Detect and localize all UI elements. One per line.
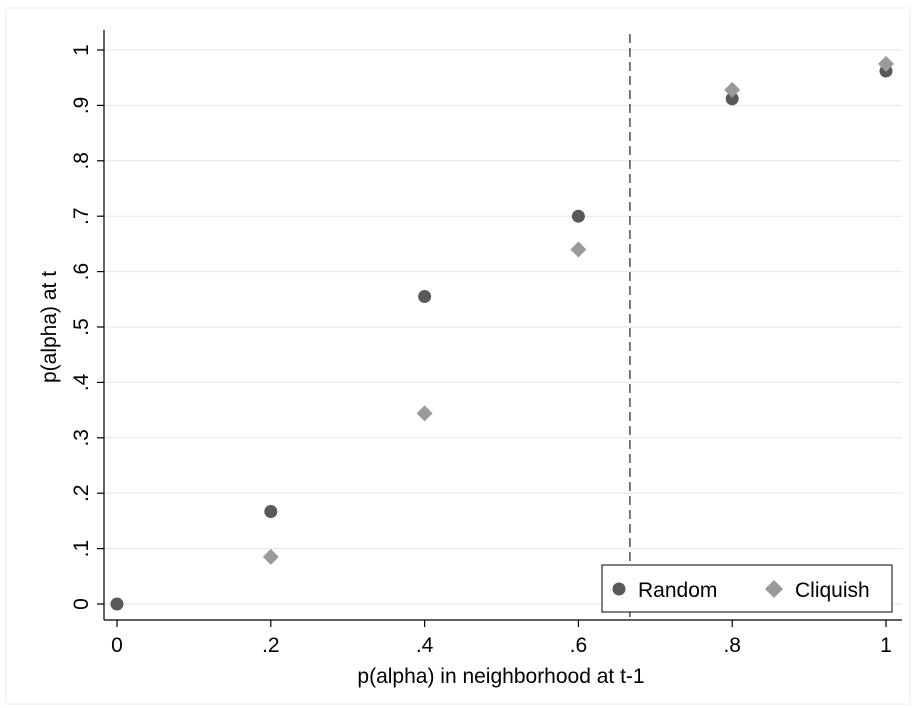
- y-tick-label: .1: [70, 540, 93, 558]
- data-point-random: [571, 209, 585, 223]
- legend-label-cliquish: Cliquish: [795, 579, 870, 602]
- data-point-cliquish: [724, 81, 741, 98]
- y-tick-label: .3: [70, 429, 93, 447]
- data-point-random: [264, 504, 278, 518]
- axes: 0 .1 .2 .3 .4 .5 .6 .7 .8 .9 1 0 .2 .4 .6 .8 1: [70, 30, 902, 657]
- y-tick-label: 1: [70, 44, 93, 56]
- x-tick-label: .8: [723, 634, 741, 657]
- y-axis-title: p(alpha) at t: [38, 271, 61, 383]
- grid-lines: [104, 49, 902, 605]
- legend-label-random: Random: [638, 579, 717, 602]
- y-tick-label: .7: [70, 207, 93, 225]
- legend-marker-cliquish: [765, 580, 783, 598]
- y-tick-label: 0: [70, 598, 93, 610]
- y-tick-label: .2: [70, 484, 93, 502]
- legend-box: [601, 564, 893, 613]
- data-point-random: [725, 92, 739, 106]
- y-tick-label: .9: [70, 97, 93, 115]
- x-tick-label: .2: [262, 634, 280, 657]
- legend-marker-random: [612, 582, 626, 596]
- legend: Random Cliquish: [601, 564, 893, 613]
- x-tick-label: 0: [111, 634, 123, 657]
- outer-border: [5, 7, 911, 705]
- data-point-cliquish: [416, 405, 433, 422]
- data-point-random: [110, 597, 124, 611]
- y-tick-label: .4: [70, 373, 93, 391]
- x-tick-label: 1: [880, 634, 892, 657]
- data-point-cliquish: [570, 241, 587, 258]
- y-tick-label: .8: [70, 152, 93, 170]
- data-points: [110, 55, 894, 611]
- data-point-cliquish: [262, 548, 279, 565]
- x-tick-label: .6: [570, 634, 588, 657]
- x-tick-label: .4: [416, 634, 434, 657]
- x-axis-title: p(alpha) in neighborhood at t-1: [357, 665, 644, 688]
- y-tick-label: .5: [70, 318, 93, 336]
- data-point-random: [418, 290, 432, 304]
- y-tick-label: .6: [70, 263, 93, 281]
- data-point-cliquish: [878, 55, 894, 72]
- plot-area: [104, 30, 902, 620]
